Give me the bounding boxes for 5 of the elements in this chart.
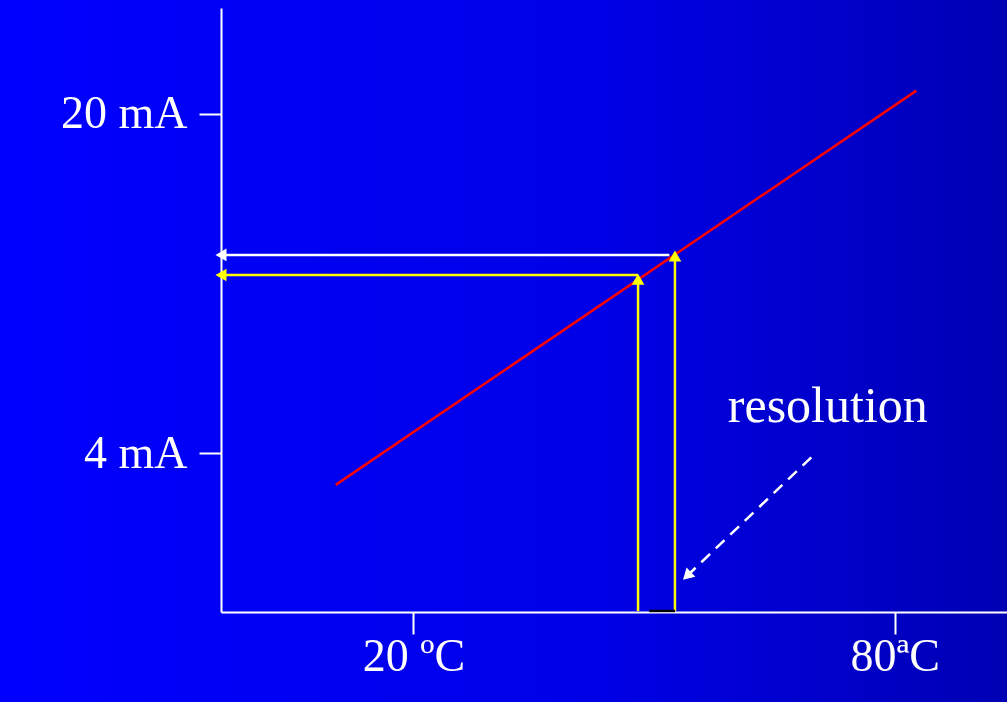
- x-tick-label: 80ªC: [850, 629, 940, 681]
- annotation: resolution: [727, 376, 928, 433]
- x-tick-label: 20 ºC: [362, 629, 466, 681]
- y-tick-label: 4 mA: [84, 426, 188, 478]
- y-tick-label: 20 mA: [61, 87, 188, 139]
